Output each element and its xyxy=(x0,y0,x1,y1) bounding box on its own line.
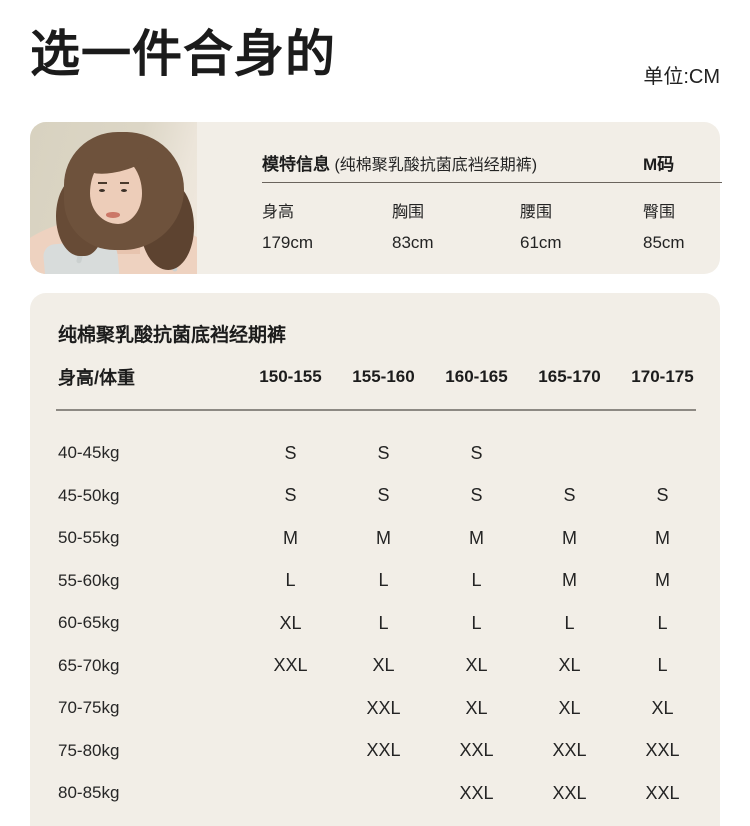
size-cell: XXL xyxy=(552,782,587,803)
size-cell: S xyxy=(470,442,483,463)
size-cell: M xyxy=(655,527,670,548)
size-cell: XXL xyxy=(645,782,680,803)
size-cell: XL xyxy=(465,697,488,718)
size-cell: M xyxy=(562,527,577,548)
size-cell: L xyxy=(564,612,575,633)
row-label: 50-55kg xyxy=(58,528,120,548)
row-label: 55-60kg xyxy=(58,570,120,590)
table-row: 55-60kg L L L M M xyxy=(30,560,720,603)
metric-label: 身高 xyxy=(262,204,295,221)
size-cell: S xyxy=(284,442,297,463)
size-chart-header-row: 身高/体重 150-155 155-160 160-165 165-170 17… xyxy=(30,364,720,390)
size-cell: XXL xyxy=(366,697,401,718)
metric-hip: 臀围 85cm xyxy=(643,198,685,253)
size-cell: L xyxy=(471,570,482,591)
model-photo xyxy=(30,122,197,274)
column-header: 155-160 xyxy=(352,367,415,386)
model-eyebrow-shape xyxy=(120,182,129,184)
table-row: 65-70kg XXL XL XL XL L xyxy=(30,645,720,688)
size-cell: XXL xyxy=(459,740,494,761)
page-title: 选一件合身的 xyxy=(30,26,336,82)
table-row: 75-80kg XXL XXL XXL XXL xyxy=(30,730,720,773)
size-cell: S xyxy=(284,485,297,506)
size-cell: S xyxy=(377,485,390,506)
model-size-badge: M码 xyxy=(643,155,675,174)
size-cell: L xyxy=(657,612,668,633)
model-info-heading: 模特信息 (纯棉聚乳酸抗菌底裆经期裤) xyxy=(262,150,537,175)
size-cell: M xyxy=(469,527,484,548)
table-row: 70-75kg XXL XL XL XL xyxy=(30,687,720,730)
model-eye-shape xyxy=(99,189,105,192)
size-cell: M xyxy=(376,527,391,548)
size-cell: XXL xyxy=(552,740,587,761)
size-cell: M xyxy=(655,570,670,591)
size-chart-card: 纯棉聚乳酸抗菌底裆经期裤 身高/体重 150-155 155-160 160-1… xyxy=(30,293,720,826)
metric-bust: 胸围 83cm xyxy=(392,198,434,253)
size-cell: S xyxy=(377,442,390,463)
metric-value: 85cm xyxy=(643,233,685,252)
size-cell: S xyxy=(656,485,669,506)
model-info-heading-main: 模特信息 xyxy=(262,155,330,174)
row-label: 80-85kg xyxy=(58,783,120,803)
unit-label: 单位:CM xyxy=(643,66,720,88)
size-cell: S xyxy=(470,485,483,506)
corner-header: 身高/体重 xyxy=(58,368,136,388)
model-card-divider xyxy=(262,182,722,183)
size-cell: XL xyxy=(372,655,395,676)
table-row: 40-45kg S S S xyxy=(30,432,720,475)
column-header: 150-155 xyxy=(259,367,322,386)
row-label: 40-45kg xyxy=(58,443,120,463)
size-cell: M xyxy=(283,527,298,548)
size-cell: XL xyxy=(465,655,488,676)
size-cell: XL xyxy=(651,697,674,718)
metric-label: 胸围 xyxy=(392,204,425,221)
metric-label: 腰围 xyxy=(520,204,553,221)
model-info-heading-note: (纯棉聚乳酸抗菌底裆经期裤) xyxy=(334,157,538,174)
size-cell: XL xyxy=(279,612,302,633)
size-cell: XXL xyxy=(645,740,680,761)
size-chart-divider xyxy=(56,409,696,411)
table-row: 80-85kg XXL XXL XXL xyxy=(30,772,720,815)
size-cell: L xyxy=(657,655,668,676)
row-label: 65-70kg xyxy=(58,655,120,675)
size-cell: XL xyxy=(558,655,581,676)
row-label: 60-65kg xyxy=(58,613,120,633)
size-chart-title: 纯棉聚乳酸抗菌底裆经期裤 xyxy=(58,325,287,346)
size-chart-body: 40-45kg S S S 45-50kg S S S S S 50-55kg … xyxy=(30,432,720,815)
row-label: 45-50kg xyxy=(58,485,120,505)
model-info-card: 模特信息 (纯棉聚乳酸抗菌底裆经期裤) M码 身高 179cm 胸围 83cm … xyxy=(30,122,722,274)
metric-value: 179cm xyxy=(262,233,314,252)
size-cell: L xyxy=(285,570,296,591)
size-cell: S xyxy=(563,485,576,506)
table-row: 60-65kg XL L L L L xyxy=(30,602,720,645)
metric-value: 61cm xyxy=(520,233,562,252)
model-lips-shape xyxy=(106,212,120,218)
size-cell: XXL xyxy=(273,655,308,676)
size-cell: XXL xyxy=(459,782,494,803)
column-header: 160-165 xyxy=(445,367,508,386)
size-cell: XXL xyxy=(366,740,401,761)
metric-waist: 腰围 61cm xyxy=(520,198,562,253)
size-cell: L xyxy=(471,612,482,633)
size-cell: M xyxy=(562,570,577,591)
row-label: 70-75kg xyxy=(58,698,120,718)
column-header: 170-175 xyxy=(631,367,694,386)
table-row: 45-50kg S S S S S xyxy=(30,475,720,518)
size-cell: L xyxy=(378,570,389,591)
metric-value: 83cm xyxy=(392,233,434,252)
model-eyebrow-shape xyxy=(98,182,107,184)
column-header: 165-170 xyxy=(538,367,601,386)
model-eye-shape xyxy=(121,189,127,192)
size-cell: XL xyxy=(558,697,581,718)
metric-height: 身高 179cm xyxy=(262,198,313,253)
row-label: 75-80kg xyxy=(58,740,120,760)
size-cell: L xyxy=(378,612,389,633)
metric-label: 臀围 xyxy=(643,204,676,221)
table-row: 50-55kg M M M M M xyxy=(30,517,720,560)
